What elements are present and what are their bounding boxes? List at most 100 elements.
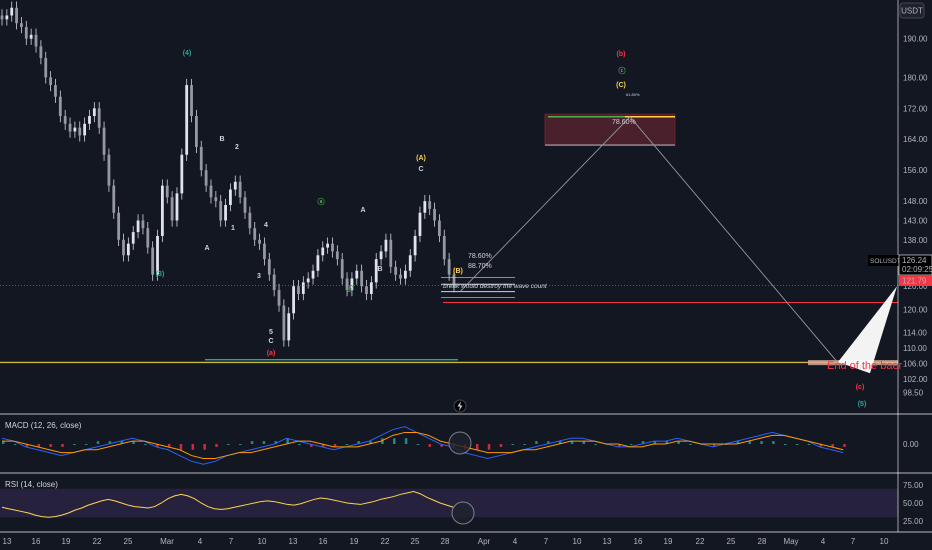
candle <box>403 264 407 285</box>
candle-body <box>253 228 257 240</box>
candle-body <box>15 7 18 24</box>
time-tick-label: 22 <box>381 537 390 546</box>
candle <box>418 206 422 243</box>
candle <box>58 90 62 123</box>
candle-body <box>326 243 330 248</box>
candle-body <box>438 220 441 236</box>
candle <box>54 78 57 103</box>
macd-histogram-bar <box>831 444 834 447</box>
candle <box>292 280 295 320</box>
candle <box>199 140 203 177</box>
price-pane[interactable]: (4) B 2 A 1 (3) 4 3 5 C (a) ⓐ ⓑ A B (A) C (B) (b) ⓒ (C) (c) (5… <box>0 1 898 408</box>
time-tick-label: 13 <box>3 537 12 546</box>
candle <box>272 268 276 297</box>
macd-histogram-bar <box>570 441 574 444</box>
macd-histogram-bar <box>156 444 159 447</box>
rsi-line <box>1 491 454 518</box>
wave-label: (A) <box>416 155 426 162</box>
lightning-icon[interactable] <box>453 399 467 413</box>
candle <box>326 237 330 254</box>
candle <box>204 164 208 192</box>
wave-label: (4) <box>183 50 192 57</box>
macd-histogram-bar <box>13 444 17 445</box>
candle <box>331 237 334 258</box>
level-tag-value: 121.79 <box>902 277 927 286</box>
candle-body <box>277 290 281 306</box>
candle <box>112 179 116 219</box>
candle <box>63 109 67 130</box>
candle-body <box>83 123 87 136</box>
candle <box>15 1 18 30</box>
candle-body <box>389 239 393 267</box>
candle <box>394 260 398 281</box>
candle-body <box>122 239 125 256</box>
time-tick-label: 7 <box>851 537 856 546</box>
currency-button[interactable]: USDT <box>899 2 925 19</box>
wave-label: (b) <box>617 51 626 58</box>
candle <box>122 233 125 262</box>
candle-body <box>170 197 174 221</box>
last-price: 126.24 <box>902 256 927 265</box>
price-tag: SOLUSDT 126.24 02:09:25 <box>868 254 932 276</box>
candle <box>73 121 77 138</box>
candle-body <box>34 34 38 47</box>
macd-pane[interactable] <box>1 426 846 465</box>
candle-body <box>151 247 155 275</box>
wave-label: (a) <box>267 350 276 357</box>
wave-label: ⓐ <box>318 197 325 206</box>
price-tick-label: 102.00 <box>903 375 928 384</box>
candle <box>44 51 48 84</box>
time-tick-label: 16 <box>319 537 328 546</box>
time-tick-label: 16 <box>634 537 643 546</box>
wave-label: ⓑ <box>347 284 354 293</box>
candle-body <box>58 96 62 117</box>
candle-body <box>403 270 407 279</box>
time-tick-label: 7 <box>229 537 234 546</box>
candle <box>263 237 266 266</box>
rsi-pane[interactable] <box>0 488 898 525</box>
macd-histogram-bar <box>416 444 420 445</box>
candle-body <box>195 116 198 147</box>
macd-histogram-bar <box>475 444 479 450</box>
candle-body <box>97 108 101 128</box>
wave-label: C <box>418 166 423 173</box>
macd-histogram-bar <box>665 441 669 444</box>
candle-body <box>408 255 412 271</box>
macd-histogram-bar <box>594 444 597 445</box>
candle <box>190 78 193 123</box>
wave-label: ⓒ <box>619 66 626 75</box>
candle <box>49 71 52 92</box>
candle-body <box>292 286 295 314</box>
candle-body <box>126 243 130 256</box>
candle-body <box>355 270 359 279</box>
time-tick-label: 7 <box>544 537 549 546</box>
macd-histogram-bar <box>428 444 432 447</box>
time-tick-label: 25 <box>411 537 420 546</box>
macd-histogram-bar <box>321 444 325 447</box>
candle-body <box>316 255 320 271</box>
macd-histogram-bar <box>144 444 147 445</box>
price-tick-label: 148.00 <box>903 197 928 206</box>
rsi-band <box>0 488 898 518</box>
candle <box>146 222 150 254</box>
candle <box>379 245 383 266</box>
candle <box>369 276 373 301</box>
macd-histogram-bar <box>191 444 195 450</box>
time-tick-label: 19 <box>664 537 673 546</box>
candle <box>287 307 291 347</box>
candle-body <box>321 247 325 256</box>
macd-histogram-bar <box>689 444 692 445</box>
price-tick-label: 126.00 <box>903 282 928 291</box>
wave-label: 2 <box>235 144 239 151</box>
wave-label: 1 <box>231 225 235 232</box>
wave-label: A <box>204 245 209 252</box>
macd-histogram-bar <box>843 444 846 447</box>
candle <box>24 20 28 45</box>
wave-label: 4 <box>264 222 268 229</box>
level-tag: 121.79 <box>899 275 932 286</box>
candle <box>340 252 344 285</box>
candle-body <box>345 278 349 291</box>
macd-histogram-bar <box>760 441 763 444</box>
time-tick-label: 4 <box>821 537 826 546</box>
